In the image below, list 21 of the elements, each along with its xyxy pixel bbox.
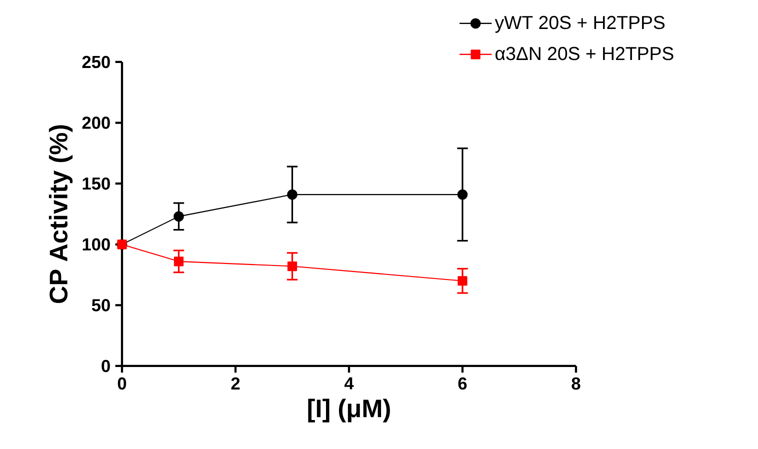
legend-label: α3ΔN 20S + H2TPPS [496,46,674,60]
y-tick-label: 150 [82,177,110,190]
x-tick-label: 6 [458,377,467,390]
y-axis-title: CP Activity (%) [48,125,73,304]
y-tick-label: 0 [102,360,110,372]
point [287,261,298,272]
x-tick-label: 8 [572,377,580,390]
y-tick-label: 250 [82,56,110,68]
point [457,189,468,200]
point [174,211,184,222]
y-tick-label: 100 [82,238,110,251]
x-tick-label: 2 [231,377,240,390]
x-tick-label: 4 [344,377,354,390]
point [287,189,298,200]
point [458,276,468,286]
x-axis-title: [I] (μM) [308,398,390,422]
point [174,256,184,266]
legend-label: yWT 20S + H2TPPS [494,16,665,33]
y-tick-label: 200 [82,116,110,129]
x-tick-label: 0 [118,377,126,390]
y-tick-label: 50 [92,299,110,312]
